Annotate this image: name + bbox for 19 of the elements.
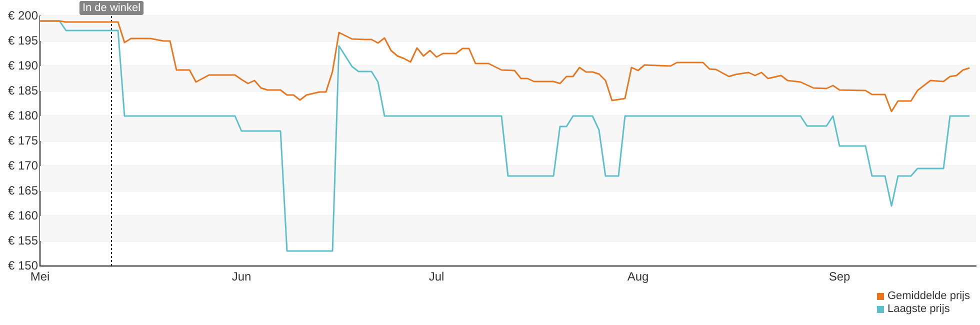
y-tick-label: € 185 (8, 83, 38, 98)
y-tick-label: € 160 (8, 208, 38, 222)
y-tick-label: € 180 (8, 108, 38, 122)
y-tick-label: € 170 (8, 158, 38, 172)
legend-label: Gemiddelde prijs (887, 290, 970, 303)
x-tick-label: Aug (627, 270, 649, 284)
y-tick-label: € 200 (8, 8, 38, 22)
y-tick-label: € 175 (8, 133, 38, 148)
x-tick-label: Mei (30, 270, 50, 284)
y-tick-label: € 150 (8, 258, 38, 272)
x-tick-label: Jul (428, 270, 444, 284)
legend-label: Laagste prijs (887, 303, 950, 316)
y-tick-label: € 190 (8, 58, 38, 72)
x-tick-label: Sep (828, 270, 850, 284)
ref-line-label: In de winkel (82, 2, 141, 14)
x-tick-label: Jun (232, 270, 252, 284)
y-tick-label: € 165 (8, 183, 38, 198)
y-tick-label: € 155 (8, 233, 38, 248)
y-tick-label: € 195 (8, 33, 38, 48)
